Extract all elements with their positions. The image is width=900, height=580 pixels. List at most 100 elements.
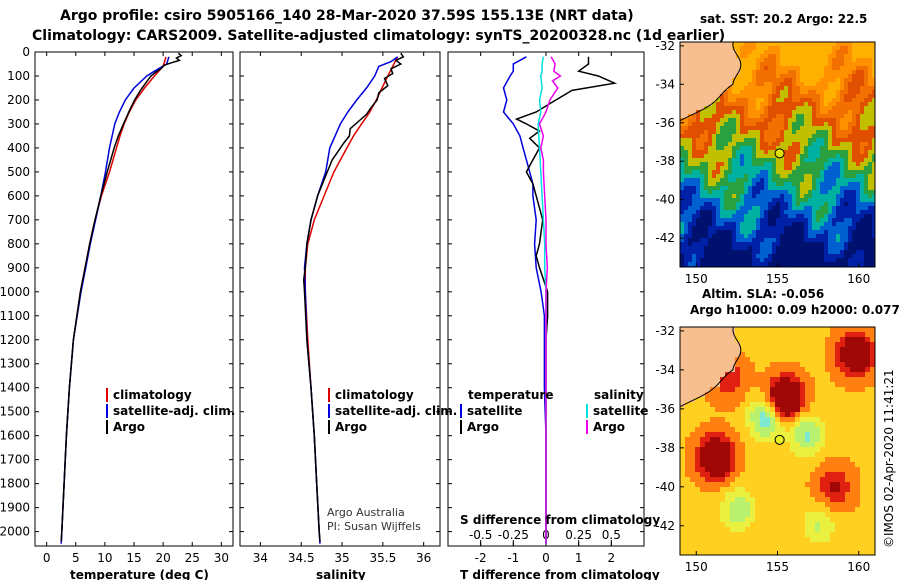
map-cell <box>868 166 872 170</box>
map-cell <box>740 82 744 86</box>
land-cell <box>705 372 710 377</box>
map-cell <box>700 502 705 507</box>
map-cell <box>712 134 716 138</box>
land-cell <box>716 62 720 66</box>
map-cell <box>735 407 740 412</box>
map-cell <box>845 377 850 382</box>
land-cell <box>728 66 732 70</box>
land-cell <box>692 94 696 98</box>
map-cell <box>840 250 844 254</box>
land-cell <box>712 78 716 82</box>
map-cell <box>770 337 775 342</box>
map-cell <box>710 462 715 467</box>
map-cell <box>872 74 875 78</box>
map-cell <box>730 447 735 452</box>
map-cell <box>744 202 748 206</box>
map-cell <box>680 158 684 162</box>
map-cell <box>840 138 844 142</box>
map-cell <box>784 178 788 182</box>
map-cell <box>688 198 692 202</box>
map-cell <box>835 537 840 542</box>
map-cell <box>850 497 855 502</box>
map-cell <box>852 190 856 194</box>
map-cell <box>684 130 688 134</box>
map-cell <box>788 78 792 82</box>
map-cell <box>840 422 845 427</box>
map-cell <box>770 357 775 362</box>
map-cell <box>688 146 692 150</box>
map-cell <box>800 102 804 106</box>
map-cell <box>792 174 796 178</box>
map-cell <box>724 106 728 110</box>
map-cell <box>725 417 730 422</box>
map-cell <box>824 78 828 82</box>
map-cell <box>760 327 765 332</box>
map-cell <box>776 194 780 198</box>
map-cell <box>820 357 825 362</box>
map-cell <box>808 46 812 50</box>
map-cell <box>820 442 825 447</box>
map-cell <box>705 447 710 452</box>
map-cell <box>775 412 780 417</box>
map-cell <box>820 352 825 357</box>
map-cell <box>690 542 695 547</box>
map-cell <box>685 412 690 417</box>
map-cell <box>724 150 728 154</box>
map-cell <box>725 467 730 472</box>
map-cell <box>800 342 805 347</box>
map-cell <box>780 502 785 507</box>
map-cell <box>756 182 760 186</box>
map-cell <box>708 190 712 194</box>
map-cell <box>800 66 804 70</box>
map-cell <box>780 222 784 226</box>
map-cell <box>785 452 790 457</box>
map-cell <box>852 110 856 114</box>
map-cell <box>868 86 872 90</box>
map-cell <box>852 194 856 198</box>
land-cell <box>684 70 688 74</box>
map-cell <box>850 437 855 442</box>
map-cell <box>785 422 790 427</box>
map-cell <box>736 110 740 114</box>
map-cell <box>825 522 830 527</box>
map-cell <box>708 234 712 238</box>
map-cell <box>860 462 865 467</box>
land-cell <box>684 110 688 114</box>
map-cell <box>740 532 745 537</box>
map-cell <box>845 542 850 547</box>
map-cell <box>796 110 800 114</box>
map-cell <box>696 122 700 126</box>
map-cell <box>748 158 752 162</box>
map-cell <box>692 134 696 138</box>
map-cell <box>768 230 772 234</box>
land-cell <box>688 94 692 98</box>
map-cell <box>820 427 825 432</box>
map-cell <box>680 512 685 517</box>
map-cell <box>820 114 824 118</box>
map-cell <box>805 357 810 362</box>
map-cell <box>852 182 856 186</box>
map-cell <box>836 210 840 214</box>
map-cell <box>856 122 860 126</box>
map-cell <box>844 62 848 66</box>
map-cell <box>850 347 855 352</box>
map-cell <box>770 387 775 392</box>
map-cell <box>856 238 860 242</box>
map-cell <box>688 126 692 130</box>
land-cell <box>724 54 728 58</box>
map-cell <box>835 472 840 477</box>
map-cell <box>764 118 768 122</box>
map-cell <box>860 146 864 150</box>
depth-tick-label: 1200 <box>0 333 30 347</box>
map-cell <box>728 242 732 246</box>
map-cell <box>728 202 732 206</box>
map-cell <box>772 98 776 102</box>
map-cell <box>800 258 804 262</box>
map-cell <box>795 492 800 497</box>
map-cell <box>868 198 872 202</box>
map-cell <box>745 542 750 547</box>
map-cell <box>835 512 840 517</box>
map-cell <box>840 517 845 522</box>
map-cell <box>780 254 784 258</box>
map-cell <box>736 170 740 174</box>
